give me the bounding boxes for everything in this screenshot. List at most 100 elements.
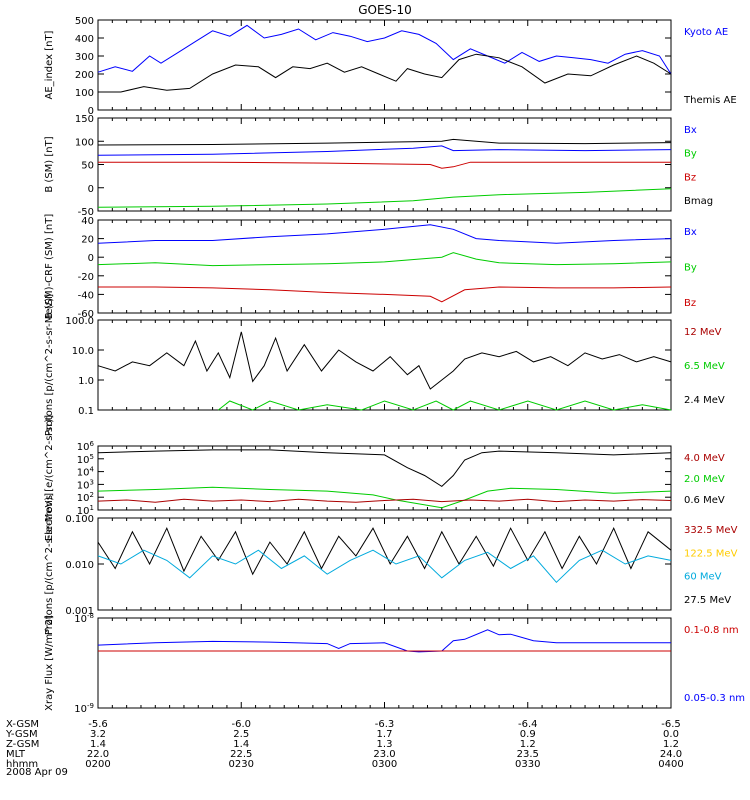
panel-3: -60 -40 -20 0 20 40 B (SM)-CRF (SM) [nT] Bx By Bz xyxy=(44,214,697,320)
legend-entry: 0.6 MeV xyxy=(684,495,725,506)
series-line xyxy=(98,161,671,169)
legend-entry: 6.5 MeV xyxy=(684,361,725,372)
y-tick-label: 1.0 xyxy=(78,376,94,387)
y-tick-label: 10-8 xyxy=(74,612,94,625)
y-axis-label: B (SM)-CRF (SM) [nT] xyxy=(44,214,55,320)
footer-value: -6.0 xyxy=(231,719,251,730)
footer-value: 0230 xyxy=(229,759,254,770)
footer-value: -6.4 xyxy=(518,719,538,730)
date-label: 2008 Apr 09 xyxy=(6,767,68,778)
y-tick-label: 50 xyxy=(81,161,94,172)
footer-row-label: MLT xyxy=(6,749,26,760)
footer-row-label: Y-GSM xyxy=(5,729,38,740)
y-tick-label: 40 xyxy=(81,216,94,227)
y-tick-label: 10.0 xyxy=(72,346,94,357)
y-tick-label: 100 xyxy=(75,88,94,99)
chart-title: GOES-10 xyxy=(358,3,412,17)
y-tick-label: 150 xyxy=(75,114,94,125)
y-tick-label: 0.001 xyxy=(65,606,94,617)
series-line xyxy=(97,331,672,390)
panel-4: 0.1 1.0 10.0 100.0 Protons [p/(cm^2-s-sr-MeV… xyxy=(44,294,725,436)
legend-entry: Kyoto AE xyxy=(684,27,728,38)
legend-entry: Themis AE xyxy=(683,95,737,106)
series-line xyxy=(97,138,672,146)
legend-entry: 12 MeV xyxy=(684,327,722,338)
series-line xyxy=(97,224,672,244)
series-line xyxy=(97,252,672,267)
y-tick-label: -40 xyxy=(78,290,94,301)
legend-entry: 4.0 MeV xyxy=(684,453,725,464)
y-tick-label: 0.1 xyxy=(78,406,94,417)
y-tick-label: 400 xyxy=(75,34,94,45)
y-tick-label: 10-9 xyxy=(74,702,94,715)
series-line xyxy=(217,400,672,411)
y-tick-label: 100.0 xyxy=(65,316,94,327)
y-tick-label: 200 xyxy=(75,70,94,81)
legend-entry: 122.5 MeV xyxy=(684,548,738,559)
y-tick-label: 106 xyxy=(77,440,95,453)
legend-entry: By xyxy=(684,263,697,274)
legend-entry: Bz xyxy=(684,298,696,309)
y-axis-label: Xray Flux [W/m^2] xyxy=(44,615,55,711)
footer-value: -6.5 xyxy=(661,719,681,730)
y-tick-label: 0.100 xyxy=(65,514,94,525)
footer-value: 23.0 xyxy=(373,749,395,760)
panel-6: 0.001 0.010 0.100 Protons [p/(cm^2-s-sr-MeV… xyxy=(44,493,738,635)
footer-value: 3.2 xyxy=(90,729,106,740)
y-tick-label: 0 xyxy=(88,106,94,117)
footer-value: 0.0 xyxy=(663,729,679,740)
y-tick-label: 102 xyxy=(77,491,94,504)
footer-value: 1.4 xyxy=(233,739,249,750)
y-tick-label: 101 xyxy=(77,504,94,517)
legend-entry: 60 MeV xyxy=(684,572,722,583)
y-tick-label: 104 xyxy=(77,466,95,479)
y-tick-label: 500 xyxy=(75,16,94,27)
series-line xyxy=(97,486,672,509)
legend-entry: Bx xyxy=(684,227,697,238)
footer-value: 1.3 xyxy=(377,739,393,750)
footer-value: 22.0 xyxy=(87,749,109,760)
footer-value: 0.9 xyxy=(520,729,536,740)
y-tick-label: 0 xyxy=(88,253,94,264)
y-tick-label: 103 xyxy=(77,478,94,491)
series-line xyxy=(97,449,672,488)
series-line xyxy=(97,145,672,156)
y-tick-label: 0 xyxy=(88,184,94,195)
y-axis-label: Electrons [e/(cm^2-s-sr)] xyxy=(44,415,55,541)
series-line xyxy=(97,188,672,208)
footer-value: 1.7 xyxy=(377,729,393,740)
footer-row-label: Z-GSM xyxy=(6,739,39,750)
y-tick-label: 20 xyxy=(81,235,94,246)
series-line xyxy=(97,549,672,584)
y-axis-label: Protons [p/(cm^2-s-sr-MeV)] xyxy=(44,294,55,436)
panel-1: 0 100 200 300 400 500 AE_index [nT] Kyoto AE The… xyxy=(44,16,737,117)
footer-value: -5.6 xyxy=(88,719,108,730)
legend-entry: Bmag xyxy=(684,196,713,207)
footer-value: 24.0 xyxy=(660,749,682,760)
y-tick-label: -50 xyxy=(78,207,94,218)
footer-value: 0300 xyxy=(372,759,397,770)
y-tick-label: 0.010 xyxy=(65,560,94,571)
legend-entry: 0.1-0.8 nm xyxy=(684,625,739,636)
legend-entry: Bx xyxy=(684,125,697,136)
panel-7: 10-9 10-8 Xray Flux [W/m^2] 0.1-0.8 nm 0.05-… xyxy=(44,612,745,715)
footer-row-label: hhmm xyxy=(6,759,38,770)
series-line xyxy=(97,526,672,576)
series-line xyxy=(97,498,672,503)
series-line xyxy=(97,24,672,75)
panel-2: -50 0 50 100 150 B (SM) [nT] Bx By Bz Bmag xyxy=(44,114,713,218)
legend-entry: 0.05-0.3 nm xyxy=(684,693,745,704)
legend-entry: 2.0 MeV xyxy=(684,474,725,485)
footer-value: -6.3 xyxy=(375,719,395,730)
y-tick-label: 300 xyxy=(75,52,94,63)
series-line xyxy=(98,53,672,93)
footer-value: 23.5 xyxy=(517,749,539,760)
footer-value: 1.4 xyxy=(90,739,106,750)
y-tick-label: 100 xyxy=(75,137,94,148)
footer-value: 0200 xyxy=(85,759,110,770)
legend-entry: 27.5 MeV xyxy=(684,595,731,606)
ephemeris-footer: X-GSM -5.6 -6.0 -6.3 -6.4 -6.5 Y-GSM 3.2 2.5 1.7 0… xyxy=(5,719,684,770)
